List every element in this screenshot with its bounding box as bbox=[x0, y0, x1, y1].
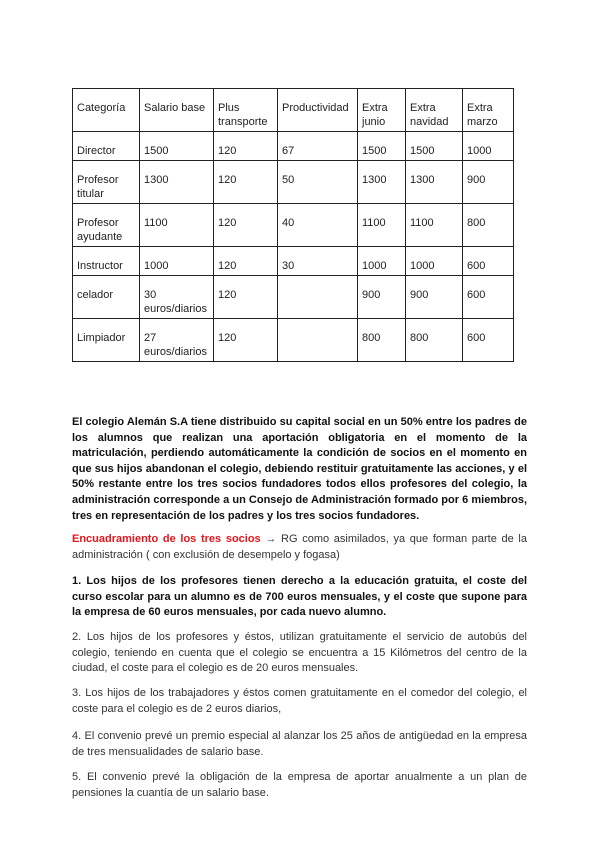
table-cell: 30 euros/diarios bbox=[139, 275, 214, 319]
table-cell: 120 bbox=[213, 275, 278, 319]
table-cell: 1500 bbox=[405, 131, 463, 161]
table-cell: 1000 bbox=[462, 131, 514, 161]
table-cell: 800 bbox=[357, 318, 406, 362]
table-row: Instructor 1000 120 30 1000 1000 600 bbox=[72, 246, 514, 276]
point-1: 1. Los hijos de los profesores tienen de… bbox=[72, 575, 527, 619]
table-cell: 800 bbox=[462, 203, 514, 247]
table-cell: 1500 bbox=[357, 131, 406, 161]
table-cell: 1300 bbox=[357, 160, 406, 204]
table-cell: 120 bbox=[213, 160, 278, 204]
header-cell: Plus transporte bbox=[213, 88, 278, 132]
header-cell: Salario base bbox=[139, 88, 214, 132]
table-row: Director 1500 120 67 1500 1500 1000 bbox=[72, 131, 514, 161]
table-header-row: Categoría Salario base Plus transporte P… bbox=[72, 88, 514, 132]
table-row: Profesor titular 1300 120 50 1300 1300 900 bbox=[72, 160, 514, 204]
table-cell: 120 bbox=[213, 203, 278, 247]
header-cell: Productividad bbox=[277, 88, 358, 132]
header-cell: Extra marzo bbox=[462, 88, 514, 132]
table-cell: 120 bbox=[213, 318, 278, 362]
table-row: Profesor ayudante 1100 120 40 1100 1100 800 bbox=[72, 203, 514, 247]
table-cell: 600 bbox=[462, 246, 514, 276]
header-cell: Extra navidad bbox=[405, 88, 463, 132]
point-5: 5. El convenio prevé la obligación de la… bbox=[72, 771, 527, 799]
point-4: 4. El convenio prevé un premio especial … bbox=[72, 730, 527, 758]
intro-paragraph: El colegio Alemán S.A tiene distribuido … bbox=[72, 416, 527, 522]
table-cell: 900 bbox=[462, 160, 514, 204]
table-cell: 600 bbox=[462, 318, 514, 362]
table-cell: 600 bbox=[462, 275, 514, 319]
salary-table: Categoría Salario base Plus transporte P… bbox=[72, 88, 514, 362]
table-cell: 900 bbox=[405, 275, 463, 319]
table-cell: 1300 bbox=[139, 160, 214, 204]
table-cell bbox=[277, 318, 358, 362]
table-cell: 120 bbox=[213, 131, 278, 161]
point-3: 3. Los hijos de los trabajadores y éstos… bbox=[72, 687, 527, 715]
table-cell: 1000 bbox=[405, 246, 463, 276]
table-cell: celador bbox=[72, 275, 140, 319]
table-cell: 800 bbox=[405, 318, 463, 362]
header-cell: Extra junio bbox=[357, 88, 406, 132]
encuadramiento-text: → RG como asimilados, ya que forman part… bbox=[72, 533, 527, 561]
table-cell bbox=[277, 275, 358, 319]
table-cell: 1000 bbox=[139, 246, 214, 276]
table-cell: 30 bbox=[277, 246, 358, 276]
table-cell: 1300 bbox=[405, 160, 463, 204]
table-row: Limpiador 27 euros/diarios 120 800 800 600 bbox=[72, 318, 514, 362]
table-cell: 900 bbox=[357, 275, 406, 319]
table-cell: 1500 bbox=[139, 131, 214, 161]
table-cell: Profesor titular bbox=[72, 160, 140, 204]
table-cell: Profesor ayudante bbox=[72, 203, 140, 247]
table-cell: Limpiador bbox=[72, 318, 140, 362]
header-cell: Categoría bbox=[72, 88, 140, 132]
table-cell: 120 bbox=[213, 246, 278, 276]
encuadramiento-heading: Encuadramiento de los tres socios bbox=[72, 533, 261, 545]
point-2: 2. Los hijos de los profesores y éstos, … bbox=[72, 631, 527, 675]
table-cell: 40 bbox=[277, 203, 358, 247]
table-cell: Instructor bbox=[72, 246, 140, 276]
table-cell: 27 euros/diarios bbox=[139, 318, 214, 362]
table-cell: 1100 bbox=[405, 203, 463, 247]
table-cell: 1100 bbox=[139, 203, 214, 247]
table-cell: 67 bbox=[277, 131, 358, 161]
table-row: celador 30 euros/diarios 120 900 900 600 bbox=[72, 275, 514, 319]
table-cell: 1100 bbox=[357, 203, 406, 247]
table-cell: 50 bbox=[277, 160, 358, 204]
table-cell: 1000 bbox=[357, 246, 406, 276]
encuadramiento-paragraph: Encuadramiento de los tres socios → RG c… bbox=[72, 532, 527, 563]
table-cell: Director bbox=[72, 131, 140, 161]
